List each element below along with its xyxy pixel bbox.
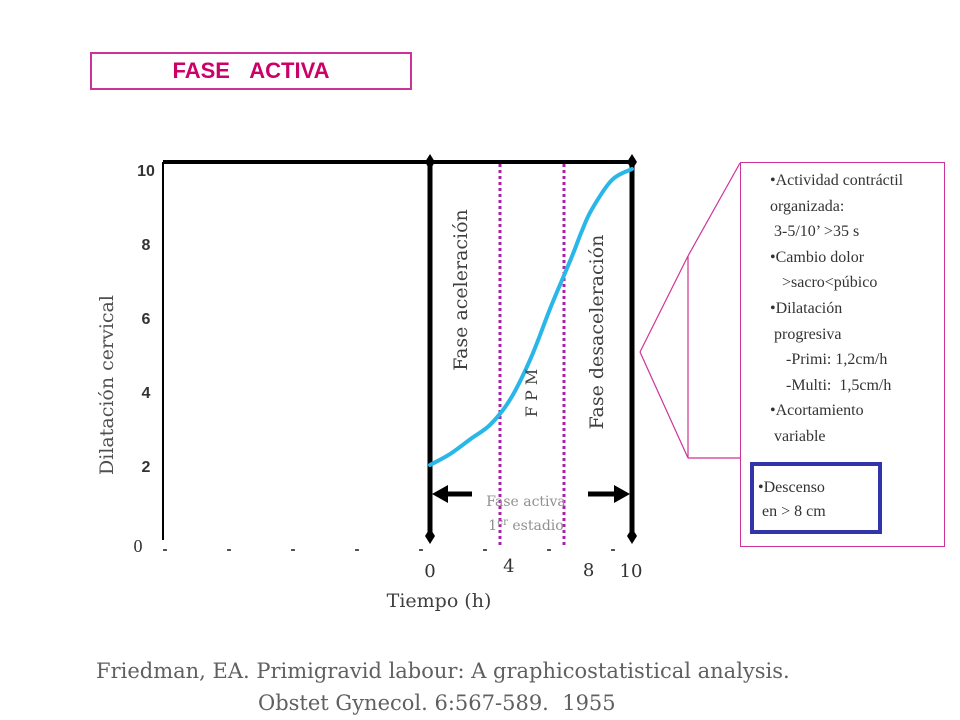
x-tick-label: 8 xyxy=(583,560,594,581)
info-list-item: -Primi: 1,2cm/h xyxy=(770,351,888,369)
right-bottom-cap xyxy=(627,528,637,544)
x-tick-labels: 0 4 8 10 Tiempo (h) xyxy=(387,556,643,612)
info-list-item: organizada: xyxy=(770,197,845,215)
info-list-item: •Acortamiento xyxy=(770,402,864,420)
label-fase-aceleracion: Fase aceleración xyxy=(450,209,472,371)
y-tick-label: 4 xyxy=(142,385,151,402)
y-tick-labels: 10 8 6 4 2 0 Dilatación cervical xyxy=(96,163,155,556)
label-fpm: F P M xyxy=(522,369,541,417)
page-title: FASE ACTIVA xyxy=(90,52,412,90)
arrow-label-line-2: 1er estadio xyxy=(488,517,563,534)
dilation-curve-group xyxy=(428,167,634,467)
x-tick-label: 10 xyxy=(620,561,643,582)
citation-line-2: Obstet Gynecol. 6:567-589. 1955 xyxy=(258,691,616,715)
x-tick-label: 0 xyxy=(424,561,435,582)
descenso-line: •Descenso xyxy=(758,479,825,496)
y-tick-label: 6 xyxy=(142,311,151,328)
y-tick-label: 10 xyxy=(137,163,155,180)
descenso-line: en > 8 cm xyxy=(758,503,826,520)
info-list-item: 3-5/10’ >35 s xyxy=(770,223,860,241)
y-axis-label: Dilatación cervical xyxy=(96,295,118,475)
y-zero-label: 0 xyxy=(134,536,143,556)
info-list-item: -Multi: 1,5cm/h xyxy=(770,376,892,394)
annotations: Fase aceleración F P M Fase desaceleración… xyxy=(432,209,630,534)
divider-bottom-cap xyxy=(425,528,435,544)
info-box xyxy=(740,162,945,547)
citation-line-1: Friedman, EA. Primigravid labour: A grap… xyxy=(96,659,790,683)
info-list-item: •Actividad contráctil xyxy=(770,172,904,189)
info-list-item: •Dilatación xyxy=(770,299,843,317)
y-tick-label: 8 xyxy=(142,237,151,254)
callout-line-3 xyxy=(639,351,689,459)
chart-frame xyxy=(162,154,637,551)
callout-line-2 xyxy=(639,255,689,353)
dilation-curve xyxy=(428,167,634,467)
arrow-left-head xyxy=(432,485,448,503)
info-list-item: variable xyxy=(770,427,826,445)
x-tick-label: 4 xyxy=(503,556,514,577)
right-top-cap xyxy=(627,154,637,170)
callout-pointer xyxy=(639,162,741,459)
phase-marker-lines xyxy=(498,164,566,548)
y-tick-label: 2 xyxy=(142,459,151,476)
info-list-item: progresiva xyxy=(770,325,842,343)
callout-line-1 xyxy=(687,162,741,257)
citation: Friedman, EA. Primigravid labour: A grap… xyxy=(96,655,796,719)
label-fase-desaceleracion: Fase desaceleración xyxy=(586,235,608,430)
divider-top-cap xyxy=(425,154,435,170)
info-list: •Actividad contráctil organizada: 3-5/10’… xyxy=(770,168,946,450)
info-list-item: >sacro<púbico xyxy=(770,274,878,292)
arrow-right-head xyxy=(614,485,630,503)
x-axis-label: Tiempo (h) xyxy=(387,590,492,612)
descenso-box xyxy=(750,462,882,534)
descenso-text: •Descenso en > 8 cm xyxy=(758,476,878,524)
info-list-item: •Cambio dolor xyxy=(770,248,865,266)
arrow-label-line-1: Fase activa xyxy=(486,494,566,510)
